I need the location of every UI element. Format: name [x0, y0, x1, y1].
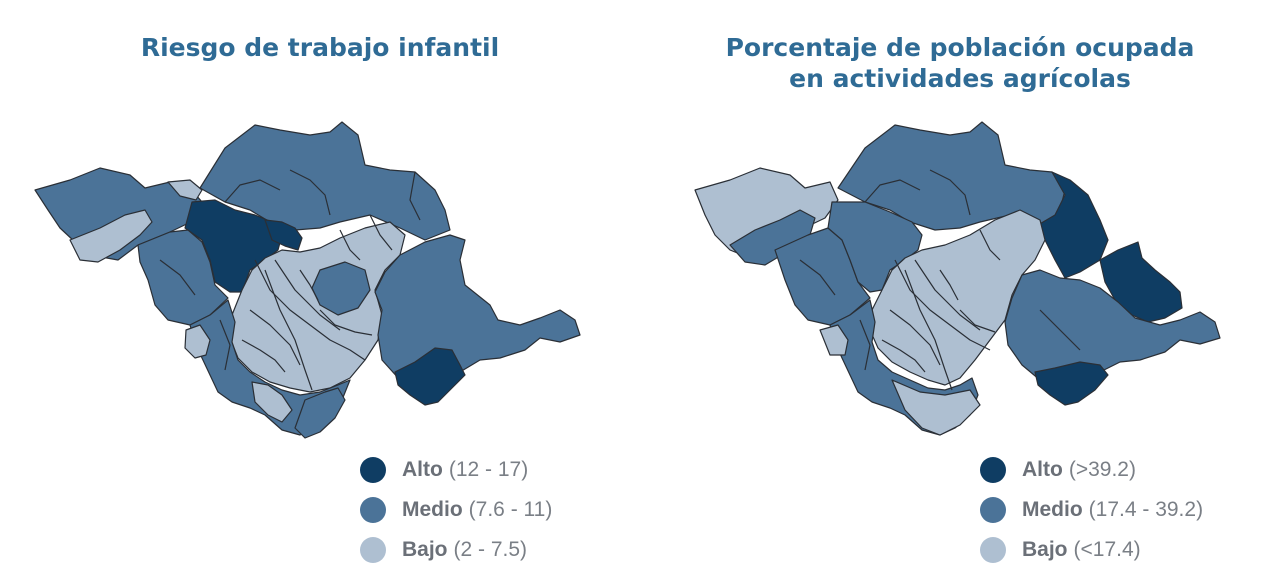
- legend-range: (>39.2): [1068, 458, 1136, 481]
- map-title-line: Riesgo de trabajo infantil: [140, 33, 500, 62]
- legend-range: (12 - 17): [448, 458, 529, 481]
- region-southwest-low: [819, 324, 849, 356]
- map-title: Riesgo de trabajo infantil: [0, 32, 640, 63]
- legend-level: Alto: [1022, 458, 1063, 481]
- legend-swatch-icon: [980, 457, 1006, 483]
- legend-item-medio: Medio (17.4 - 39.2): [980, 490, 1203, 530]
- legend-item-alto: Alto (>39.2): [980, 450, 1203, 490]
- region-east: [374, 234, 581, 386]
- legend-range: (2 - 7.5): [453, 538, 528, 561]
- region-south: [294, 387, 346, 439]
- map-title: Porcentaje de población ocupada en activ…: [640, 32, 1280, 94]
- map-legend: Alto (>39.2) Medio (17.4 - 39.2) Bajo (<…: [980, 450, 1203, 570]
- map-panel-agricultural-employment: Porcentaje de población ocupada en activ…: [640, 0, 1280, 588]
- legend-swatch-icon: [980, 537, 1006, 563]
- region-west-low: [694, 167, 839, 259]
- legend-swatch-icon: [360, 537, 386, 563]
- region-center-north: [827, 201, 923, 293]
- map-svg: [694, 121, 1221, 436]
- region-north-low: [167, 179, 203, 201]
- region-south-low: [891, 379, 981, 436]
- region-central-low: [869, 209, 1046, 386]
- legend-item-bajo: Bajo (<17.4): [980, 530, 1203, 570]
- municipality-borders: [159, 169, 421, 391]
- region-center-north-high-2: [264, 219, 303, 251]
- region-northeast-high: [1037, 171, 1109, 279]
- legend-level: Bajo: [1022, 538, 1068, 561]
- map-panel-child-labor-risk: Riesgo de trabajo infantil: [0, 32, 640, 570]
- legend-swatch-icon: [360, 457, 386, 483]
- region-southeast-high: [394, 347, 466, 406]
- map-legend: Alto (12 - 17) Medio (7.6 - 11) Bajo (2 …: [360, 450, 552, 570]
- region-southeast-high: [1034, 361, 1109, 406]
- legend-range: (17.4 - 39.2): [1088, 498, 1204, 521]
- legend-item-medio: Medio (7.6 - 11): [360, 490, 552, 530]
- region-east: [1004, 269, 1221, 386]
- legend-level: Medio: [402, 498, 463, 521]
- region-central-west: [137, 229, 229, 326]
- legend-level: Medio: [1022, 498, 1083, 521]
- legend-swatch-icon: [980, 497, 1006, 523]
- municipality-borders: [799, 169, 1081, 391]
- legend-item-alto: Alto (12 - 17): [360, 450, 552, 490]
- region-west: [729, 209, 816, 266]
- legend-item-bajo: Bajo (2 - 7.5): [360, 530, 552, 570]
- region-southwest-low: [184, 324, 211, 359]
- legend-range: (<17.4): [1073, 538, 1141, 561]
- map-svg: [20, 110, 581, 439]
- legend-swatch-icon: [360, 497, 386, 523]
- region-west-low: [69, 209, 153, 263]
- region-south-low: [251, 381, 293, 423]
- choropleth-map: [20, 110, 600, 450]
- map-title-line: en actividades agrícolas: [789, 64, 1131, 93]
- map-title-line: Porcentaje de población ocupada: [725, 33, 1195, 62]
- legend-range: (7.6 - 11): [468, 498, 553, 521]
- choropleth-map: [660, 110, 1240, 450]
- legend-level: Alto: [402, 458, 443, 481]
- legend-level: Bajo: [402, 538, 448, 561]
